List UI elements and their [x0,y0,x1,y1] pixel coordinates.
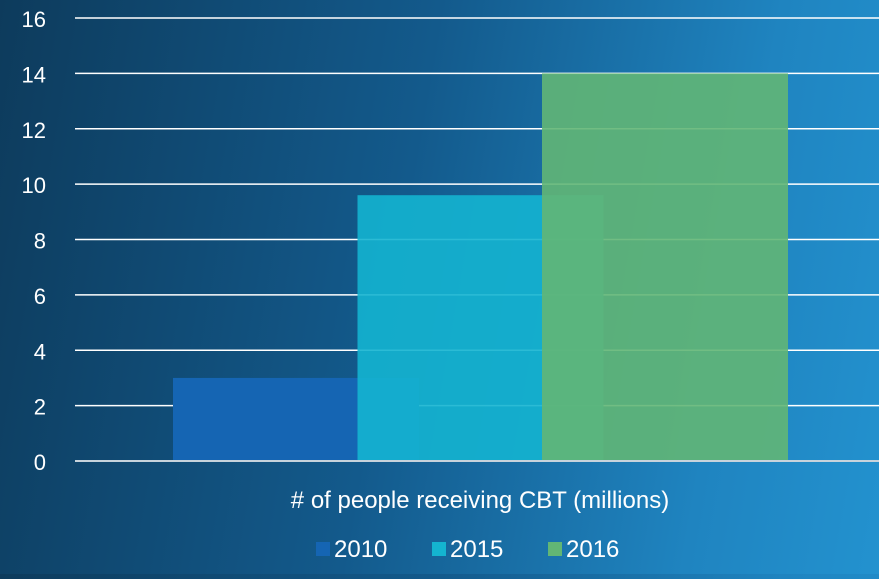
legend-swatch-2015 [432,542,446,556]
legend-label-2016: 2016 [566,536,619,563]
legend-label-2015: 2015 [450,536,503,563]
y-tick-label: 14 [22,62,46,87]
bars [173,73,788,461]
y-tick-label: 4 [34,339,46,364]
y-axis-ticks: 0 2 4 6 8 10 12 14 16 [22,7,46,475]
bar-2016 [542,73,788,461]
y-tick-label: 2 [34,395,46,420]
y-tick-label: 0 [34,450,46,475]
y-tick-label: 6 [34,284,46,309]
legend: 2010 2015 2016 [316,536,619,563]
y-tick-label: 10 [22,173,46,198]
y-tick-label: 8 [34,229,46,254]
y-tick-label: 16 [22,7,46,32]
legend-swatch-2010 [316,542,330,556]
legend-label-2010: 2010 [334,536,387,563]
category-label: # of people receiving CBT (millions) [291,487,669,514]
y-tick-label: 12 [22,118,46,143]
legend-swatch-2016 [548,542,562,556]
